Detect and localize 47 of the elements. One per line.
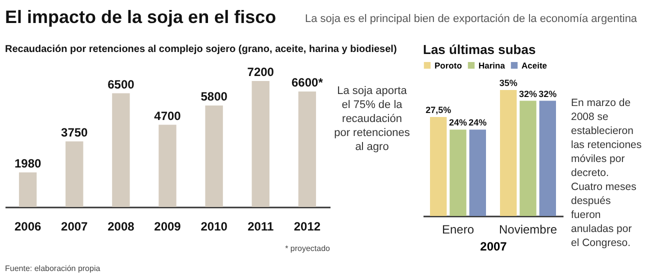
x-tick-label: 2008 xyxy=(108,220,135,234)
x-tick-label: 2009 xyxy=(154,220,182,234)
legend-label: Harina xyxy=(478,60,506,70)
x-tick-label: 2011 xyxy=(248,220,274,234)
data-label: 1980 xyxy=(14,156,42,170)
bar xyxy=(252,81,270,207)
data-label: 35% xyxy=(499,78,518,88)
x-tick-label: Noviembre xyxy=(498,222,558,236)
x-tick-label: 2007 xyxy=(61,220,88,234)
text: La soja aporta el 75% de la recaudación por retenciones al agro xyxy=(334,85,410,153)
bar xyxy=(298,92,316,207)
bar xyxy=(430,117,447,216)
data-label: 32% xyxy=(538,88,557,99)
x-tick-label: 2006 xyxy=(14,220,42,234)
text: * proyectado xyxy=(285,244,331,253)
x-tick-label: 2010 xyxy=(200,220,228,234)
bar xyxy=(112,93,130,207)
data-label: 24% xyxy=(468,118,487,128)
source-note: Fuente: elaboración propia xyxy=(5,264,101,273)
bar xyxy=(520,100,536,216)
data-label: 6600* xyxy=(291,76,324,90)
data-label: 5800 xyxy=(200,90,228,104)
bar xyxy=(205,106,223,207)
data-label: 7200 xyxy=(247,65,274,79)
bar xyxy=(500,90,517,216)
data-label: 4700 xyxy=(154,108,182,123)
data-label: 32% xyxy=(518,88,538,99)
bar xyxy=(469,130,486,216)
text: En marzo de 2008 se establecieron las retenciones móviles por decreto. Cuatro meses después fueron anuladas por el Congreso. xyxy=(571,97,642,249)
x-tick-label: Enero xyxy=(442,222,474,236)
data-label: 24% xyxy=(448,118,468,128)
x-axis-title: 2007 xyxy=(480,240,508,254)
bar xyxy=(18,172,37,207)
bar xyxy=(66,141,84,207)
bar xyxy=(450,130,466,216)
chart-title: Las últimas subas xyxy=(423,42,536,57)
legend-label: Aceite xyxy=(522,60,548,70)
data-label: 3750 xyxy=(61,125,88,140)
data-label: 27,5% xyxy=(426,105,452,115)
bar xyxy=(539,100,556,216)
legend-label: Poroto xyxy=(434,60,462,70)
text: La soja es el principal bien de exportación de la economía argentina xyxy=(305,13,638,25)
bar xyxy=(158,124,176,207)
data-label: 6500 xyxy=(108,77,135,92)
x-tick-label: 2012 xyxy=(294,220,321,234)
chart-title: Recaudación por retenciones al complejo sojero (grano, aceite, harina y biodiesel) xyxy=(5,44,397,55)
text: El impacto de la soja en el fisco xyxy=(5,7,276,27)
